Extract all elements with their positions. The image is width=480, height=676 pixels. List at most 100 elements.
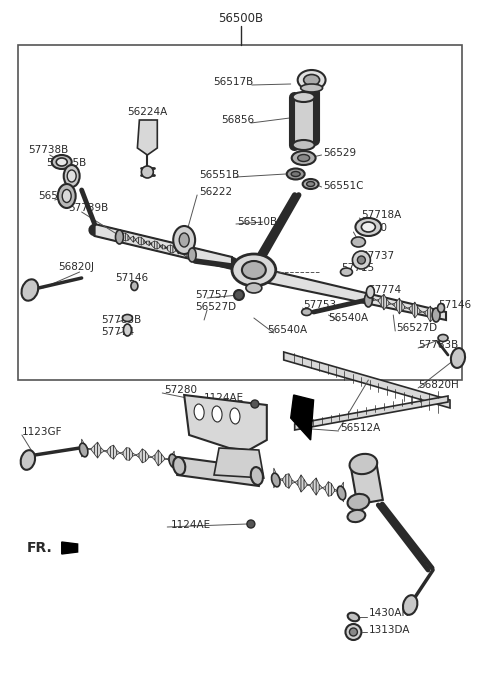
Ellipse shape xyxy=(58,184,76,208)
Polygon shape xyxy=(430,306,433,322)
Polygon shape xyxy=(325,482,328,496)
Polygon shape xyxy=(162,245,165,249)
Polygon shape xyxy=(130,448,133,460)
Ellipse shape xyxy=(179,233,189,247)
Polygon shape xyxy=(146,241,149,245)
Ellipse shape xyxy=(337,486,346,500)
Ellipse shape xyxy=(293,92,314,102)
Text: 57739B: 57739B xyxy=(68,203,108,213)
Polygon shape xyxy=(97,442,101,458)
Polygon shape xyxy=(283,475,286,487)
Polygon shape xyxy=(141,237,144,245)
Text: 56527D: 56527D xyxy=(396,323,437,333)
Text: 56820J: 56820J xyxy=(58,262,94,272)
Ellipse shape xyxy=(67,170,76,182)
Ellipse shape xyxy=(340,268,352,276)
Text: 57737: 57737 xyxy=(361,251,395,261)
Polygon shape xyxy=(418,307,420,314)
Text: 57738B: 57738B xyxy=(28,145,68,155)
Circle shape xyxy=(234,290,244,300)
Polygon shape xyxy=(107,447,110,457)
Text: 56555B: 56555B xyxy=(46,158,86,168)
Text: 1124AE: 1124AE xyxy=(171,520,211,530)
Bar xyxy=(294,97,313,145)
Polygon shape xyxy=(62,542,78,554)
Polygon shape xyxy=(286,474,289,488)
Text: 1124AE: 1124AE xyxy=(204,393,244,403)
Polygon shape xyxy=(435,314,438,316)
Text: 57774: 57774 xyxy=(102,327,135,337)
Polygon shape xyxy=(183,249,186,257)
Ellipse shape xyxy=(292,151,315,165)
Polygon shape xyxy=(136,454,139,458)
Polygon shape xyxy=(155,450,158,466)
Polygon shape xyxy=(101,448,104,454)
Circle shape xyxy=(142,166,153,178)
Polygon shape xyxy=(289,474,292,488)
Polygon shape xyxy=(128,235,131,241)
Polygon shape xyxy=(91,445,95,454)
Ellipse shape xyxy=(301,308,312,316)
Polygon shape xyxy=(340,482,344,502)
Polygon shape xyxy=(114,445,117,459)
Polygon shape xyxy=(158,450,161,466)
Polygon shape xyxy=(152,455,155,460)
Ellipse shape xyxy=(173,226,195,254)
Text: 56517B: 56517B xyxy=(214,77,254,87)
Text: FR.: FR. xyxy=(27,541,53,555)
Polygon shape xyxy=(176,247,178,254)
Polygon shape xyxy=(371,295,373,303)
Ellipse shape xyxy=(287,168,305,180)
Polygon shape xyxy=(110,445,114,459)
Circle shape xyxy=(349,628,358,636)
Polygon shape xyxy=(171,451,174,469)
Polygon shape xyxy=(433,311,435,318)
Polygon shape xyxy=(165,458,168,460)
Polygon shape xyxy=(192,251,194,259)
Text: 57146: 57146 xyxy=(438,300,471,310)
Text: 56551C: 56551C xyxy=(324,181,364,191)
Polygon shape xyxy=(181,249,183,255)
Ellipse shape xyxy=(79,443,88,457)
Polygon shape xyxy=(120,233,123,239)
Polygon shape xyxy=(399,298,402,314)
Polygon shape xyxy=(161,454,165,462)
Text: 56820H: 56820H xyxy=(418,380,459,390)
Polygon shape xyxy=(335,489,337,491)
Text: 1430AK: 1430AK xyxy=(368,608,408,618)
Polygon shape xyxy=(384,294,386,310)
Polygon shape xyxy=(170,245,173,253)
Polygon shape xyxy=(313,478,316,495)
Polygon shape xyxy=(133,236,136,242)
Ellipse shape xyxy=(242,261,266,279)
Circle shape xyxy=(247,520,255,528)
Polygon shape xyxy=(152,241,155,248)
Text: 56540A: 56540A xyxy=(328,313,369,323)
Text: 56512A: 56512A xyxy=(340,423,381,433)
Polygon shape xyxy=(126,448,130,460)
Ellipse shape xyxy=(298,70,325,90)
Ellipse shape xyxy=(432,308,440,322)
Polygon shape xyxy=(373,298,376,300)
Text: 57783B: 57783B xyxy=(418,340,458,350)
Polygon shape xyxy=(82,439,85,457)
Ellipse shape xyxy=(366,286,374,298)
Ellipse shape xyxy=(116,230,123,244)
Polygon shape xyxy=(331,483,335,496)
Ellipse shape xyxy=(304,74,320,85)
Text: 57774: 57774 xyxy=(368,285,401,295)
Ellipse shape xyxy=(188,248,196,262)
Polygon shape xyxy=(149,456,152,458)
Polygon shape xyxy=(214,448,264,478)
Text: 56500B: 56500B xyxy=(218,11,264,24)
Ellipse shape xyxy=(251,467,263,485)
Text: 56527D: 56527D xyxy=(195,302,236,312)
Text: 56222: 56222 xyxy=(199,187,232,197)
Ellipse shape xyxy=(246,283,262,293)
Circle shape xyxy=(352,251,371,269)
Ellipse shape xyxy=(212,406,222,422)
Text: 56551B: 56551B xyxy=(199,170,239,180)
Polygon shape xyxy=(307,484,310,486)
Polygon shape xyxy=(145,451,149,462)
Polygon shape xyxy=(168,245,170,253)
